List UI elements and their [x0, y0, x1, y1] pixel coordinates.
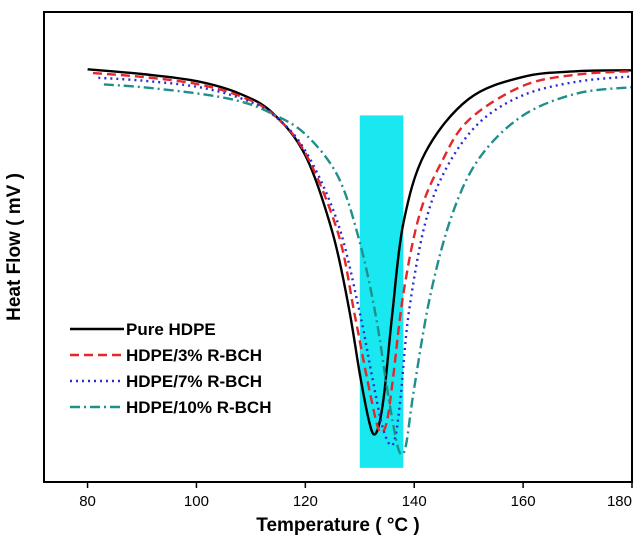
plot-frame	[43, 11, 633, 483]
x-tick-label-160: 160	[511, 493, 536, 510]
x-tick-label-120: 120	[293, 493, 318, 510]
x-axis-title: Temperature ( °C )	[256, 515, 420, 536]
series-line-4	[103, 83, 632, 456]
series-layer	[87, 68, 632, 456]
legend-label-3: HDPE/7% R-BCH	[126, 372, 262, 391]
legend-label-4: HDPE/10% R-BCH	[126, 398, 271, 417]
x-axis-ticks: 80 100 120 140 160 180	[79, 482, 633, 510]
x-tick-label-180: 180	[607, 493, 632, 510]
x-tick-label-80: 80	[79, 493, 96, 510]
series-line-1	[87, 68, 632, 436]
legend: Pure HDPE HDPE/3% R-BCH HDPE/7% R-BCH HDPE/…	[70, 320, 271, 417]
x-tick-label-100: 100	[184, 493, 209, 510]
legend-label-1: Pure HDPE	[126, 320, 216, 339]
series-line-2	[92, 70, 632, 434]
y-axis-title: Heat Flow ( mV )	[4, 173, 25, 321]
legend-label-2: HDPE/3% R-BCH	[126, 346, 262, 365]
x-tick-label-140: 140	[402, 493, 427, 510]
